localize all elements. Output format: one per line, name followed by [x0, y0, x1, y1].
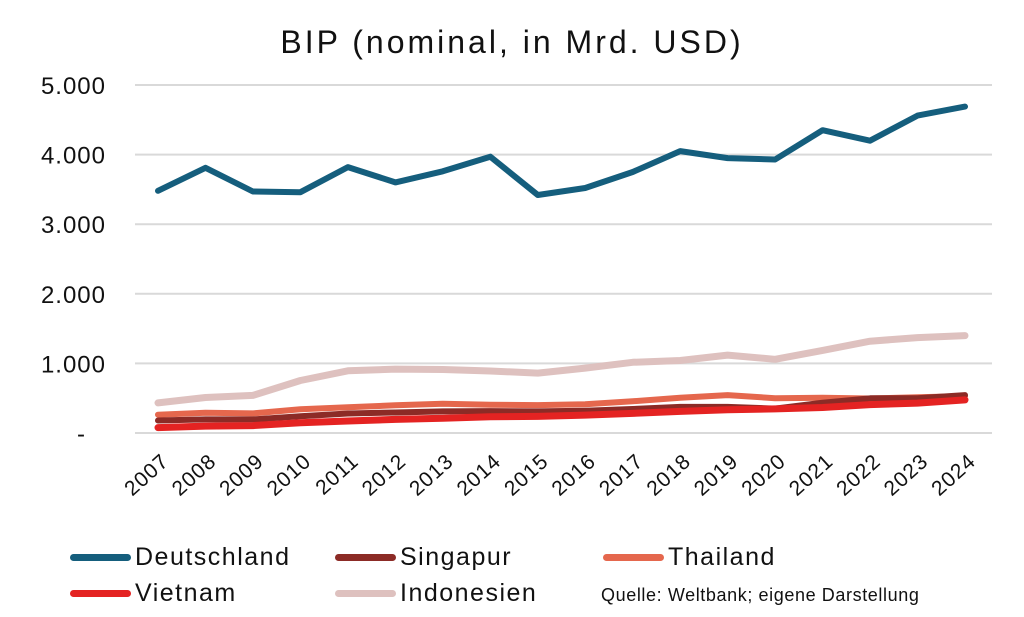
legend-swatch-indonesien [335, 589, 396, 597]
series-line-singapur [155, 392, 968, 424]
x-axis-tick: 2014 [453, 450, 506, 501]
x-axis-tick: 2021 [785, 450, 838, 501]
x-axis-tick: 2011 [311, 450, 363, 500]
x-axis-tick: 2009 [215, 450, 268, 501]
legend-label-singapur: Singapur [400, 542, 513, 571]
x-axis-tick: 2023 [880, 450, 933, 501]
legend-label-indonesien: Indonesien [400, 578, 538, 607]
y-axis-tick: 5.000 [41, 73, 106, 100]
x-axis-tick: 2018 [642, 450, 695, 501]
x-axis-tick: 2010 [263, 450, 316, 501]
legend-item-vietnam: Vietnam [70, 578, 237, 607]
y-axis-tick: 2.000 [41, 282, 106, 309]
chart-title: BIP (nominal, in Mrd. USD) [280, 24, 744, 60]
source-note: Quelle: Weltbank; eigene Darstellung [601, 585, 920, 605]
legend-item-thailand: Thailand [603, 542, 776, 571]
x-axis-tick: 2013 [405, 450, 458, 501]
x-axis-tick: 2022 [832, 450, 885, 501]
legend-swatch-singapur [335, 553, 396, 561]
legend-label-deutschland: Deutschland [135, 542, 291, 571]
series-line-deutschland [155, 103, 968, 198]
line-chart-plot-area: 5.0004.0003.0002.0001.000-20072008200920… [41, 73, 992, 501]
y-axis-tick: 3.000 [41, 212, 106, 239]
x-axis-tick: 2024 [927, 450, 980, 501]
legend-swatch-deutschland [70, 553, 131, 561]
x-axis-tick: 2012 [358, 450, 411, 501]
x-axis-tick: 2020 [737, 450, 790, 501]
x-axis-tick: 2019 [690, 450, 743, 501]
x-axis-tick: 2007 [120, 450, 173, 501]
y-axis-tick: 1.000 [41, 351, 106, 378]
legend-label-thailand: Thailand [668, 542, 776, 571]
series-line-thailand [155, 392, 968, 418]
legend-swatch-vietnam [70, 589, 131, 597]
legend-item-indonesien: Indonesien [335, 578, 538, 607]
legend-item-deutschland: Deutschland [70, 542, 291, 571]
series-line-indonesien [154, 332, 969, 407]
y-axis-tick: - [77, 421, 86, 448]
legend-label-vietnam: Vietnam [135, 578, 237, 607]
x-axis-tick: 2015 [500, 450, 553, 501]
legend-item-singapur: Singapur [335, 542, 513, 571]
x-axis-tick: 2017 [595, 450, 648, 501]
legend-swatch-thailand [603, 553, 664, 561]
y-axis-tick: 4.000 [41, 143, 106, 170]
x-axis-tick: 2016 [547, 450, 600, 501]
series-line-vietnam [154, 396, 969, 432]
x-axis-tick: 2008 [168, 450, 221, 501]
